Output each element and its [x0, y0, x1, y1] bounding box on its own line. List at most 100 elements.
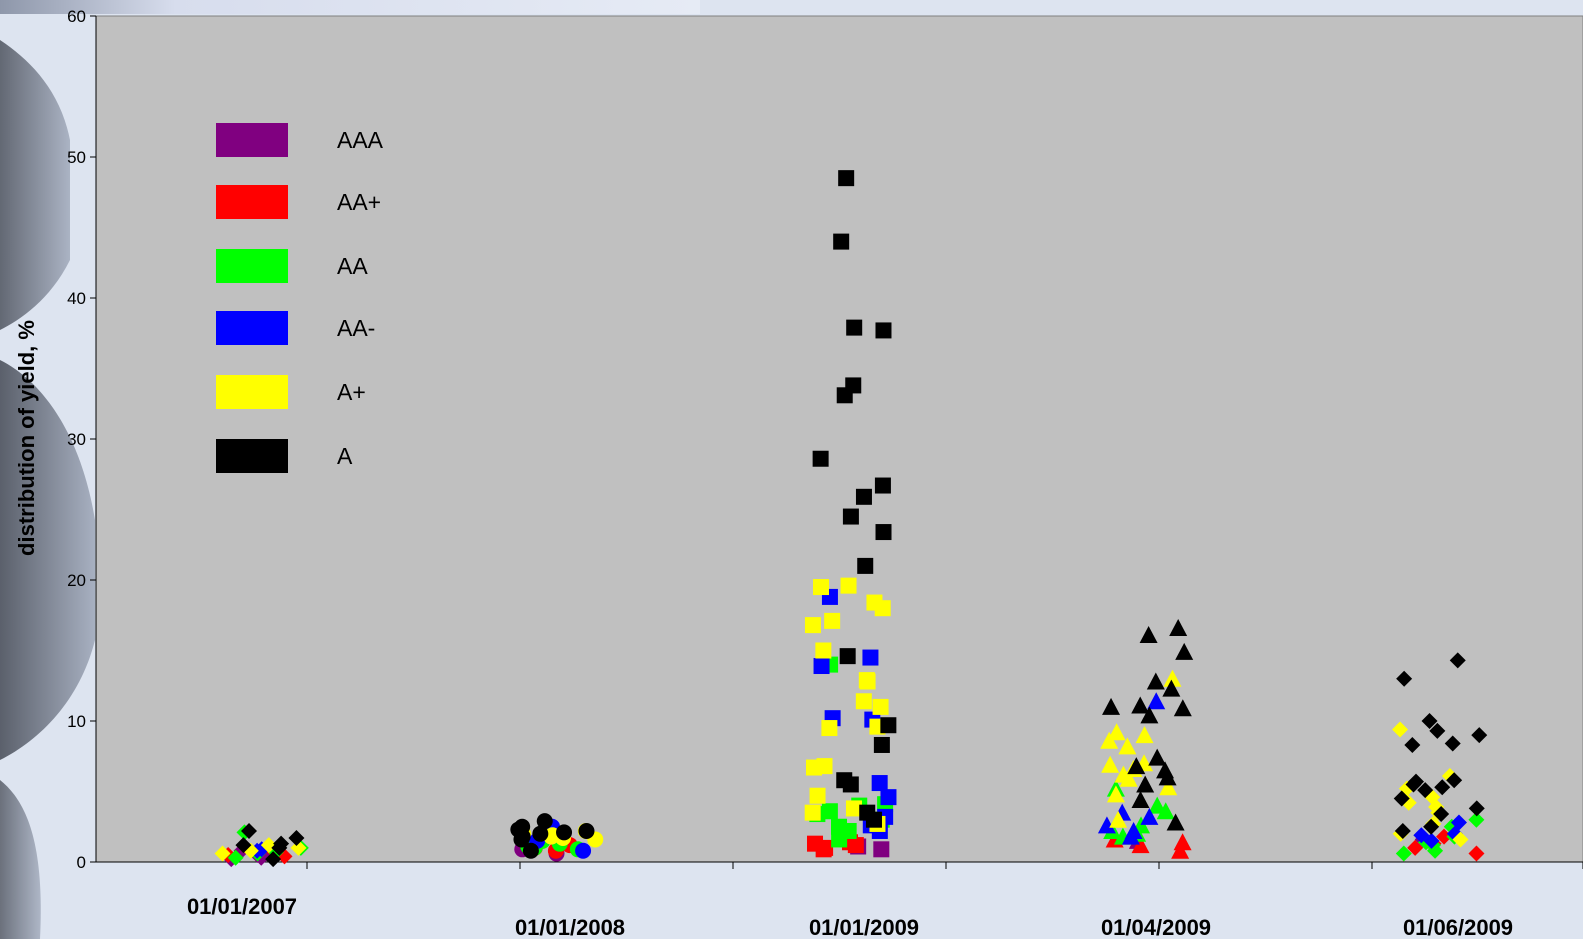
data-point	[1169, 618, 1188, 636]
data-point	[1119, 769, 1138, 787]
data-point	[536, 813, 553, 830]
data-point	[824, 612, 841, 629]
data-point	[809, 787, 826, 804]
data-point	[1109, 810, 1128, 828]
data-point	[1392, 721, 1409, 738]
y-axis-label: distribution of yield, %	[14, 320, 39, 556]
data-point	[1423, 818, 1440, 835]
data-point	[1101, 755, 1120, 773]
data-point	[1468, 845, 1485, 862]
data-point	[842, 508, 859, 525]
data-point	[1148, 748, 1167, 766]
legend-label: AAA	[337, 127, 384, 153]
data-point	[873, 736, 890, 753]
y-tick-label: 50	[67, 148, 86, 167]
data-point	[821, 720, 838, 737]
data-point	[857, 557, 874, 574]
data-point	[821, 803, 838, 820]
data-point	[812, 450, 829, 467]
data-point	[1166, 813, 1185, 831]
legend-swatch	[216, 311, 288, 345]
data-point	[807, 835, 824, 852]
data-point	[838, 170, 855, 187]
data-point	[241, 822, 258, 839]
data-point	[880, 717, 897, 734]
data-point	[833, 233, 850, 250]
data-point	[1148, 796, 1167, 814]
data-point	[1140, 807, 1159, 825]
data-point	[1106, 785, 1125, 803]
legend-label: AA	[337, 253, 368, 279]
data-point	[1118, 737, 1137, 755]
data-point	[855, 488, 872, 505]
data-point	[875, 322, 892, 339]
data-point	[1429, 722, 1446, 739]
data-point	[1395, 845, 1412, 862]
data-point	[1433, 806, 1450, 823]
data-point	[1147, 692, 1166, 710]
data-point	[510, 821, 527, 838]
data-point	[288, 830, 305, 847]
data-point	[836, 387, 853, 404]
data-point	[1173, 699, 1192, 717]
legend-label: AA-	[337, 315, 375, 341]
data-point	[1173, 833, 1192, 851]
data-point	[804, 804, 821, 821]
data-point	[846, 319, 863, 336]
data-point	[1100, 731, 1119, 749]
legend-label: AA+	[337, 189, 381, 215]
data-point	[871, 775, 888, 792]
data-point	[1417, 782, 1434, 799]
x-axis: 01/01/2007 01/01/2008 01/01/2009 01/04/2009…	[96, 861, 1583, 939]
plot-area	[95, 15, 1583, 863]
data-point	[1468, 811, 1485, 828]
x-category-label: 01/04/2009	[1101, 915, 1211, 939]
data-point	[873, 841, 890, 858]
data-point	[1444, 735, 1461, 752]
data-point	[865, 811, 882, 828]
data-point	[880, 789, 897, 806]
data-point	[872, 698, 889, 715]
data-point	[813, 658, 830, 675]
data-point	[874, 600, 891, 617]
y-tick-label: 0	[77, 853, 86, 872]
data-point	[1131, 790, 1150, 808]
data-point	[1421, 713, 1438, 729]
data-point	[1158, 768, 1177, 786]
data-point	[1124, 821, 1143, 839]
data-point	[1136, 775, 1155, 793]
data-point	[265, 851, 282, 868]
data-point	[1396, 670, 1413, 687]
data-point	[1097, 816, 1116, 834]
data-point	[1159, 778, 1178, 796]
data-point	[804, 617, 821, 634]
data-point	[214, 845, 231, 862]
data-point	[1436, 828, 1453, 845]
data-point	[840, 822, 857, 839]
data-point	[839, 648, 856, 665]
data-point	[845, 800, 862, 817]
y-tick-label: 40	[67, 289, 86, 308]
legend-swatch	[216, 123, 288, 157]
data-point	[575, 842, 592, 859]
data-point	[1450, 814, 1467, 831]
data-point	[271, 839, 288, 856]
data-point	[1471, 727, 1488, 744]
data-point	[1162, 679, 1181, 697]
data-point	[1102, 697, 1121, 715]
data-point	[1407, 839, 1424, 856]
data-point	[1175, 642, 1194, 660]
data-point	[842, 776, 859, 793]
data-point	[1146, 672, 1165, 690]
data-point	[1131, 696, 1150, 714]
legend-label: A+	[337, 379, 366, 405]
data-point	[1434, 779, 1451, 796]
data-point	[1393, 790, 1410, 807]
y-tick-label: 60	[67, 7, 86, 26]
data-point	[1156, 802, 1175, 820]
data-point	[1408, 773, 1425, 790]
data-point	[840, 577, 857, 594]
data-point	[578, 822, 595, 839]
data-point	[1404, 736, 1421, 753]
y-tick-label: 30	[67, 430, 86, 449]
